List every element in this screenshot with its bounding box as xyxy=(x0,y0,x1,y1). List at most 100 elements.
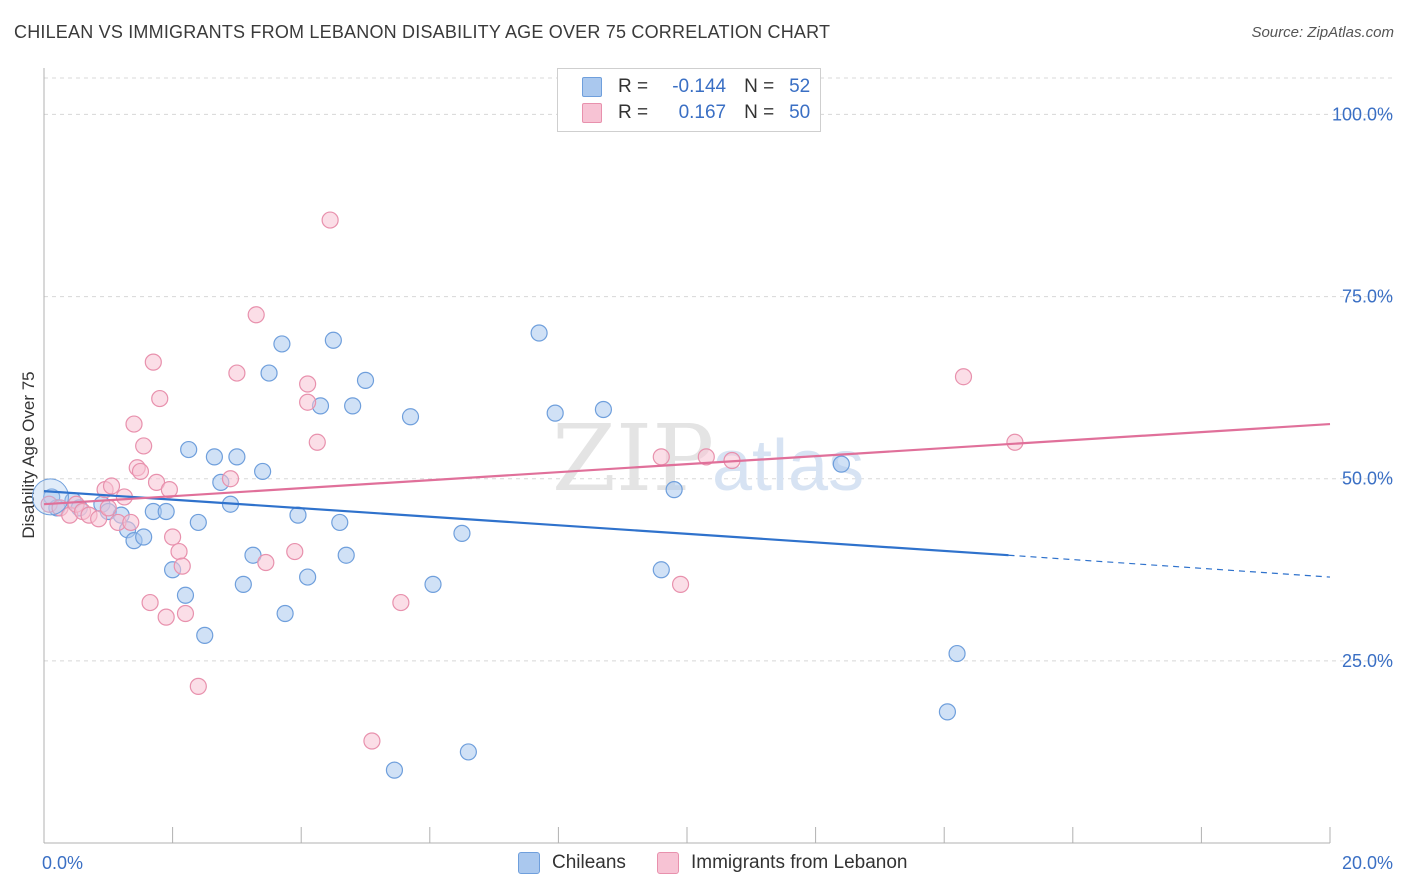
point-lebanon xyxy=(164,528,182,546)
legend-r-value: 0.167 xyxy=(678,102,727,123)
point-lebanon xyxy=(321,211,339,229)
point-lebanon xyxy=(189,677,207,695)
legend-swatch-pink xyxy=(582,103,602,123)
point-chileans xyxy=(276,604,294,623)
point-chileans xyxy=(254,462,272,481)
point-lebanon xyxy=(221,470,240,488)
legend-n-value: 52 xyxy=(789,76,811,97)
point-lebanon xyxy=(173,557,191,575)
point-lebanon xyxy=(147,473,166,491)
source-label: Source: ZipAtlas.com xyxy=(1251,24,1394,41)
point-chileans xyxy=(665,481,683,499)
point-chileans xyxy=(324,331,342,349)
legend-n-label: N = xyxy=(744,76,775,97)
point-chileans xyxy=(424,575,442,593)
legend-item-chileans: Chileans xyxy=(518,852,626,874)
point-chileans xyxy=(652,561,670,579)
point-lebanon xyxy=(308,433,326,451)
point-lebanon xyxy=(102,477,121,495)
y-tick-label: 25.0% xyxy=(1342,651,1393,671)
point-lebanon xyxy=(363,732,381,750)
point-lebanon xyxy=(160,481,178,499)
point-chileans xyxy=(205,448,223,466)
point-lebanon xyxy=(141,593,159,612)
point-chileans xyxy=(289,506,307,524)
point-chileans xyxy=(337,546,355,564)
point-lebanon xyxy=(954,368,973,386)
point-lebanon xyxy=(652,448,670,466)
x-tick-label: 0.0% xyxy=(42,853,83,873)
point-lebanon xyxy=(170,542,188,561)
point-lebanon xyxy=(286,542,304,561)
watermark-zip: ZIP xyxy=(552,405,714,512)
point-lebanon xyxy=(99,499,117,517)
point-chileans xyxy=(244,546,262,564)
point-chileans xyxy=(344,397,362,415)
x-tick-label: 20.0% xyxy=(1342,853,1393,873)
point-chileans xyxy=(530,324,548,342)
point-lebanon xyxy=(135,437,153,455)
point-lebanon xyxy=(151,389,169,408)
trendline-chileans xyxy=(43,490,1009,557)
point-lebanon xyxy=(697,448,715,466)
point-chileans xyxy=(385,761,404,779)
point-lebanon xyxy=(247,306,265,324)
point-chileans xyxy=(260,364,278,382)
legend-r-label: R = xyxy=(618,102,649,123)
point-chileans xyxy=(234,575,252,593)
point-lebanon xyxy=(671,575,690,593)
point-lebanon xyxy=(122,513,140,532)
point-lebanon xyxy=(131,462,150,481)
chart-title: CHILEAN VS IMMIGRANTS FROM LEBANON DISAB… xyxy=(14,22,831,42)
point-lebanon xyxy=(392,593,410,612)
point-lebanon xyxy=(125,415,143,433)
point-chileans xyxy=(459,743,477,761)
point-chileans xyxy=(401,408,420,426)
point-chileans xyxy=(176,586,195,604)
legend-row-lebanon: R = 0.167 N = 50 xyxy=(582,101,810,125)
point-chileans xyxy=(228,448,246,466)
point-lebanon xyxy=(90,510,108,528)
legend-label-chileans: Chileans xyxy=(552,852,626,873)
point-chileans xyxy=(832,455,850,473)
point-chileans xyxy=(189,513,207,532)
point-lebanon xyxy=(299,393,317,411)
point-lebanon xyxy=(228,364,246,382)
legend-n-value: 50 xyxy=(789,102,811,123)
point-lebanon xyxy=(257,553,275,572)
y-tick-label: 100.0% xyxy=(1332,104,1393,124)
point-chileans xyxy=(180,440,198,459)
y-tick-label: 50.0% xyxy=(1342,469,1393,489)
legend-row-chileans: R = -0.144 N = 52 xyxy=(582,75,810,99)
point-lebanon xyxy=(176,604,195,623)
trendline-chileans-extension xyxy=(1008,554,1331,578)
legend-swatch-blue xyxy=(582,77,602,97)
stats-legend: R = -0.144 N = 52 R = 0.167 N = 50 xyxy=(557,68,821,132)
point-lebanon xyxy=(144,353,162,371)
point-lebanon xyxy=(299,375,317,393)
y-axis-label: Disability Age Over 75 xyxy=(19,371,38,538)
legend-r-value: -0.144 xyxy=(672,76,727,97)
legend-r-label: R = xyxy=(618,76,649,97)
y-tick-label: 75.0% xyxy=(1342,287,1393,307)
point-chileans xyxy=(356,371,375,389)
series-legend: Chileans Immigrants from Lebanon xyxy=(0,852,1406,876)
legend-label-lebanon: Immigrants from Lebanon xyxy=(691,852,908,873)
point-chileans xyxy=(157,502,175,521)
point-chileans xyxy=(331,513,349,532)
point-chileans xyxy=(938,703,957,721)
point-lebanon xyxy=(157,608,175,626)
trendline-lebanon xyxy=(43,422,1331,506)
point-chileans xyxy=(948,644,966,663)
point-chileans xyxy=(196,626,214,644)
legend-n-label: N = xyxy=(744,102,775,123)
point-chileans xyxy=(546,404,564,422)
point-chileans xyxy=(453,524,471,542)
legend-swatch-pink xyxy=(657,852,679,874)
point-chileans xyxy=(299,568,317,586)
point-chileans xyxy=(273,335,291,353)
point-chileans-large xyxy=(31,478,69,516)
legend-swatch-blue xyxy=(518,852,540,874)
point-chileans xyxy=(135,528,153,546)
